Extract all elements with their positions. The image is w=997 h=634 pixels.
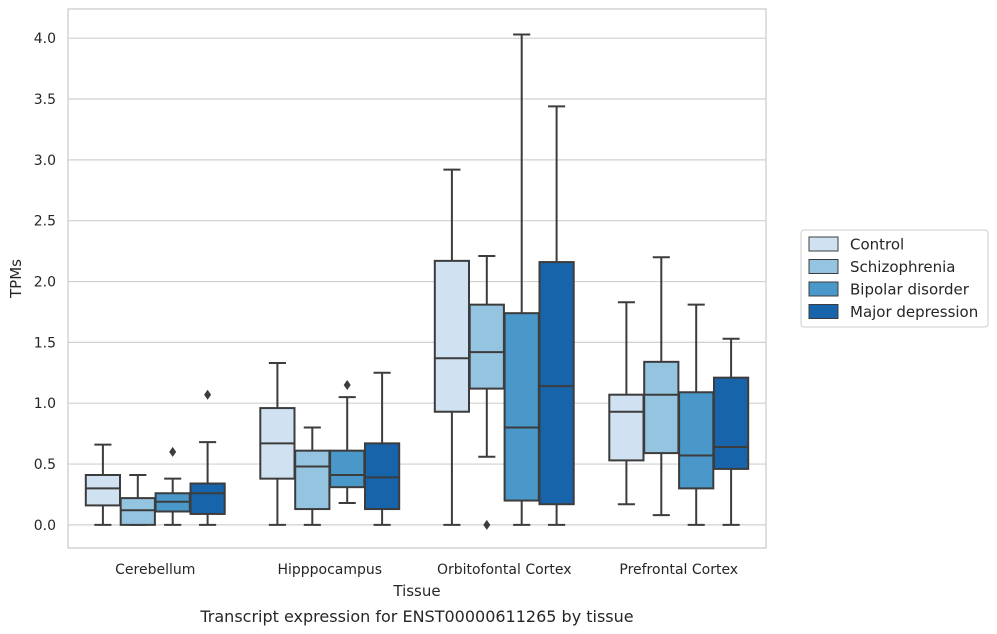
box: [433, 259, 471, 413]
box-group: [468, 254, 505, 530]
box: [468, 303, 505, 390]
legend-label: Schizophrenia: [850, 258, 955, 276]
box-group: [189, 389, 226, 526]
y-axis-label: TPMs: [7, 259, 25, 299]
legend-label: Major depression: [850, 303, 978, 321]
x-tick-label: Orbitofontal Cortex: [437, 562, 572, 578]
box: [538, 261, 575, 506]
box-group: [503, 33, 540, 526]
box: [119, 497, 156, 526]
box-group: [433, 168, 471, 526]
box: [294, 449, 331, 511]
box: [189, 482, 226, 515]
y-tick-label: 2.5: [34, 214, 56, 230]
legend-label: Bipolar disorder: [850, 281, 970, 299]
box: [329, 449, 366, 489]
legend: Control Schizophrenia Bipolar disorder Majo…: [800, 229, 989, 328]
box-group: [84, 443, 122, 526]
gridlines: [68, 37, 766, 526]
legend-swatch: [808, 259, 839, 274]
outlier-point: [483, 519, 491, 530]
y-tick-label: 0.5: [34, 457, 56, 473]
box-group: [259, 362, 296, 526]
legend-swatch: [808, 304, 839, 319]
x-tick-label: Cerebellum: [115, 562, 195, 578]
outlier-point: [204, 389, 212, 400]
box: [608, 393, 645, 462]
box-group: [643, 256, 680, 517]
plot-frame: [67, 8, 767, 549]
y-tick-label: 3.0: [34, 153, 56, 169]
boxes: [84, 33, 750, 530]
box: [712, 376, 750, 470]
y-tick-label: 1.5: [34, 335, 56, 351]
box-group: [154, 446, 191, 526]
legend-swatch: [808, 236, 839, 252]
legend-swatch: [808, 281, 839, 297]
y-tick-label: 3.5: [34, 92, 56, 108]
box: [84, 473, 122, 507]
y-tick-label: 4.0: [34, 31, 56, 47]
y-tick-label: 0.0: [34, 518, 56, 534]
box-group: [363, 371, 401, 526]
outlier-point: [169, 446, 177, 457]
y-tick-label: 1.0: [34, 396, 56, 412]
y-tick-label: 2.0: [34, 275, 56, 291]
box-group: [329, 379, 366, 504]
box-group: [538, 105, 575, 526]
box-group: [294, 426, 331, 526]
box-group: [119, 473, 156, 526]
x-axis: Cerebellum Hipppocampus Orbitofontal Corte…: [115, 562, 738, 578]
x-axis-label: Tissue: [392, 582, 440, 600]
x-tick-label: Prefrontal Cortex: [619, 562, 738, 578]
box: [678, 391, 715, 490]
box: [363, 442, 401, 511]
box: [503, 312, 540, 502]
box-group: [678, 303, 715, 526]
x-tick-label: Hipppocampus: [277, 562, 382, 578]
chart-caption: Transcript expression for ENST0000061126…: [199, 607, 633, 626]
legend-label: Control: [850, 236, 904, 254]
legend-frame: [800, 229, 989, 328]
box-group: [608, 301, 645, 506]
outlier-point: [343, 379, 351, 390]
box: [643, 360, 680, 455]
box-group: [712, 337, 750, 526]
y-axis: 0.0 0.5 1.0 1.5 2.0 2.5 3.0 3.5 4.0: [34, 31, 56, 534]
